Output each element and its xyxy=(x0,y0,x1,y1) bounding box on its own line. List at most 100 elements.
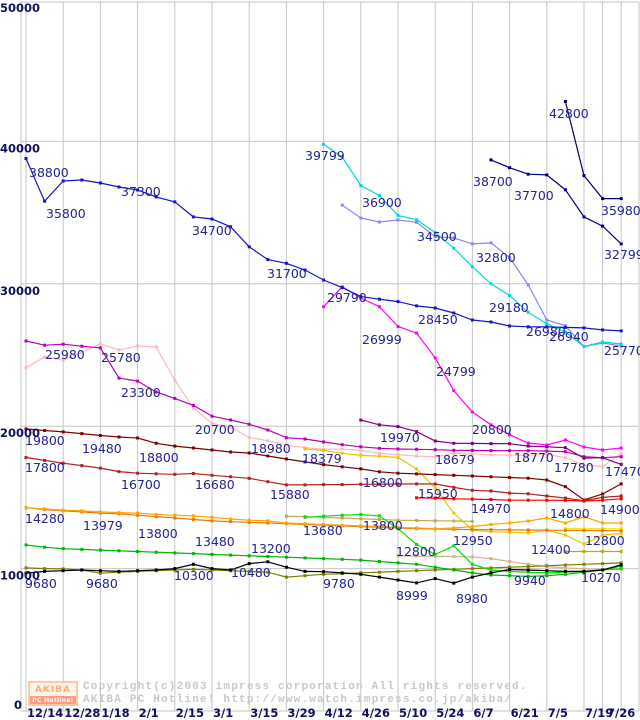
x-tick-label: 5/24 xyxy=(436,706,464,720)
data-label: 18770 xyxy=(514,450,554,465)
series-line-violet xyxy=(24,339,623,460)
data-label: 12800 xyxy=(585,533,625,548)
series-line-black xyxy=(24,560,623,585)
data-label: 25770 xyxy=(604,343,640,358)
series-line-magenta xyxy=(322,285,623,452)
data-label: 18379 xyxy=(302,451,342,466)
data-label: 13800 xyxy=(138,526,178,541)
data-label: 20800 xyxy=(472,422,512,437)
data-label: 23300 xyxy=(121,385,161,400)
y-tick-label: 20000 xyxy=(0,426,40,440)
data-label: 14900 xyxy=(600,502,640,517)
data-label: 34500 xyxy=(417,229,457,244)
data-label: 37700 xyxy=(514,188,554,203)
data-label: 13200 xyxy=(251,541,291,556)
data-label: 16680 xyxy=(195,477,235,492)
data-label: 24799 xyxy=(436,364,476,379)
x-tick-label: 2/15 xyxy=(176,706,204,720)
x-tick-label: 2/1 xyxy=(139,706,159,720)
x-tick-label: 7/5 xyxy=(548,706,568,720)
data-label: 16700 xyxy=(121,477,161,492)
x-tick-label: 4/12 xyxy=(325,706,353,720)
data-label: 16800 xyxy=(363,475,403,490)
data-labels: 38800 35800 37300 34700 31700 29790 26999 28450… xyxy=(25,106,640,606)
series-line-light-purple xyxy=(340,203,623,349)
data-label: 17780 xyxy=(554,460,594,475)
data-label: 26999 xyxy=(362,332,402,347)
x-tick-label: 3/1 xyxy=(213,706,233,720)
data-label: 12950 xyxy=(453,533,493,548)
data-label: 26980 xyxy=(526,324,566,339)
data-label: 18679 xyxy=(435,452,475,467)
series-line-orange xyxy=(24,506,623,531)
data-label: 9680 xyxy=(86,576,118,591)
copyright-text: Copyright(c)2003 impress corporation All… xyxy=(83,681,528,693)
data-label: 19800 xyxy=(25,433,65,448)
data-label: 32800 xyxy=(476,250,516,265)
akiba-pc-hotline-logo: AKIBA PC Hotline! xyxy=(28,681,78,706)
y-tick-label: 50000 xyxy=(0,1,40,15)
data-label: 9680 xyxy=(25,576,57,591)
series-line-navy xyxy=(489,158,623,246)
data-label: 17800 xyxy=(25,460,65,475)
data-label: 38700 xyxy=(473,174,513,189)
series-line-yellow xyxy=(563,527,623,531)
data-label: 15950 xyxy=(418,486,458,501)
series-line-bright-green xyxy=(303,513,623,575)
data-label: 32799 xyxy=(604,247,640,262)
data-label: 31700 xyxy=(267,266,307,281)
data-label: 14970 xyxy=(471,501,511,516)
y-axis-labels: 50000 40000 30000 20000 10000 0 xyxy=(0,1,40,712)
data-label: 39799 xyxy=(305,148,345,163)
data-label: 9780 xyxy=(323,576,355,591)
data-label: 38800 xyxy=(29,165,69,180)
series-line-maroon xyxy=(24,427,623,502)
x-tick-label: 12/28 xyxy=(64,706,100,720)
data-label: 18800 xyxy=(139,450,179,465)
data-label: 14280 xyxy=(25,511,65,526)
data-label: 17470 xyxy=(605,464,640,479)
series-line-blue xyxy=(24,157,623,333)
data-label: 20700 xyxy=(195,422,235,437)
data-label: 25980 xyxy=(45,347,85,362)
y-tick-label: 40000 xyxy=(0,141,40,155)
x-tick-label: 4/26 xyxy=(362,706,390,720)
data-label: 35800 xyxy=(46,206,86,221)
series-line-dark-navy xyxy=(563,100,623,201)
data-label: 37300 xyxy=(121,184,161,199)
data-label: 12800 xyxy=(396,544,436,559)
data-label: 18980 xyxy=(251,441,291,456)
data-label: 12400 xyxy=(531,542,571,557)
series-line-tan xyxy=(396,554,623,571)
data-label: 8999 xyxy=(396,588,428,603)
data-label: 15880 xyxy=(270,487,310,502)
y-tick-label: 0 xyxy=(14,698,22,712)
data-label: 34700 xyxy=(192,223,232,238)
series-line-green xyxy=(24,543,623,578)
x-tick-label: 3/29 xyxy=(287,706,315,720)
data-label: 9940 xyxy=(514,573,546,588)
series-line-dark-purple xyxy=(359,418,623,466)
data-label: 28450 xyxy=(418,312,458,327)
data-label: 19970 xyxy=(380,430,420,445)
data-label: 25780 xyxy=(101,350,141,365)
data-label: 8980 xyxy=(456,591,488,606)
data-label: 13680 xyxy=(303,523,343,538)
data-label: 13480 xyxy=(195,534,235,549)
data-label: 13800 xyxy=(363,518,403,533)
data-label: 14800 xyxy=(550,506,590,521)
x-tick-label: 7/26 xyxy=(607,706,635,720)
data-label: 29180 xyxy=(489,300,529,315)
series-line-olive xyxy=(24,561,623,579)
x-tick-label: 7/19 xyxy=(585,706,613,720)
logo-akiba-text: AKIBA xyxy=(34,684,72,695)
logo-pc-hotline-text: PC Hotline! xyxy=(30,696,76,704)
x-tick-label: 1/18 xyxy=(101,706,129,720)
series-line-red xyxy=(415,496,623,503)
data-label: 42800 xyxy=(549,106,589,121)
data-label: 10480 xyxy=(231,565,271,580)
site-url-text: AKIBA PC Hotline! http://www.watch.impre… xyxy=(83,694,513,706)
